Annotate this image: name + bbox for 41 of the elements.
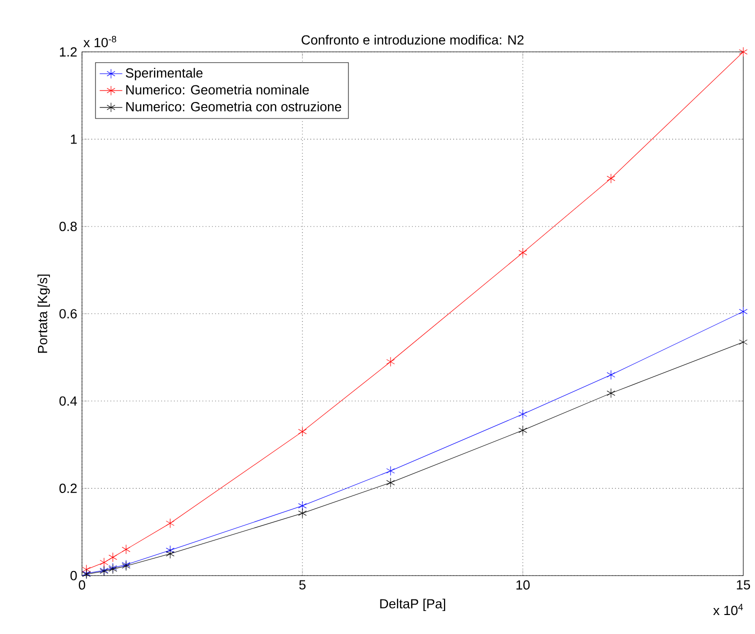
point xyxy=(108,552,118,562)
point xyxy=(122,544,130,554)
y-tick-label: 0.4 xyxy=(59,396,77,406)
point xyxy=(166,546,174,556)
point xyxy=(518,248,528,258)
point xyxy=(738,306,748,317)
point xyxy=(82,564,91,574)
point xyxy=(386,356,395,367)
chart-title: Confronto e introduzione modifica: N2 xyxy=(302,34,524,45)
text: x 10$^{-8}$ xyxy=(84,36,116,48)
legend-label: Numerico: Geometria nominale xyxy=(126,84,309,95)
x-tick-label: 10 xyxy=(516,580,530,590)
x-axis-title: DeltaP [Pa] xyxy=(380,598,446,612)
point xyxy=(386,466,395,476)
legend-label: Numerico: Geometria con ostruzione xyxy=(126,102,342,112)
text: x 10$^{4}$ xyxy=(713,604,743,616)
x-tick-label: 15 xyxy=(736,580,750,590)
point xyxy=(298,500,307,511)
point xyxy=(606,370,616,380)
point xyxy=(166,518,174,528)
y-tick-label: 0 xyxy=(70,571,77,580)
point xyxy=(738,47,748,57)
y-tick-label: 1 xyxy=(70,134,77,144)
x-tick-label: 0 xyxy=(78,580,86,590)
point xyxy=(166,548,174,559)
y-tick-label: 0.6 xyxy=(59,309,77,319)
legend-label: Sperimentale xyxy=(126,68,203,80)
y-tick-label: 0.8 xyxy=(59,222,77,232)
point xyxy=(386,478,395,488)
y-tick-label: 0.2 xyxy=(59,484,77,494)
point xyxy=(518,409,528,420)
point xyxy=(518,425,528,436)
point xyxy=(606,388,616,398)
x-tick-label: 5 xyxy=(299,580,306,590)
point xyxy=(298,508,307,518)
y-tick-label: 1.2 xyxy=(60,47,77,57)
point xyxy=(298,426,307,437)
point xyxy=(738,337,748,348)
point xyxy=(606,174,616,184)
y-axis-title: Portata [Kg/s] xyxy=(38,274,50,353)
point xyxy=(100,558,108,568)
